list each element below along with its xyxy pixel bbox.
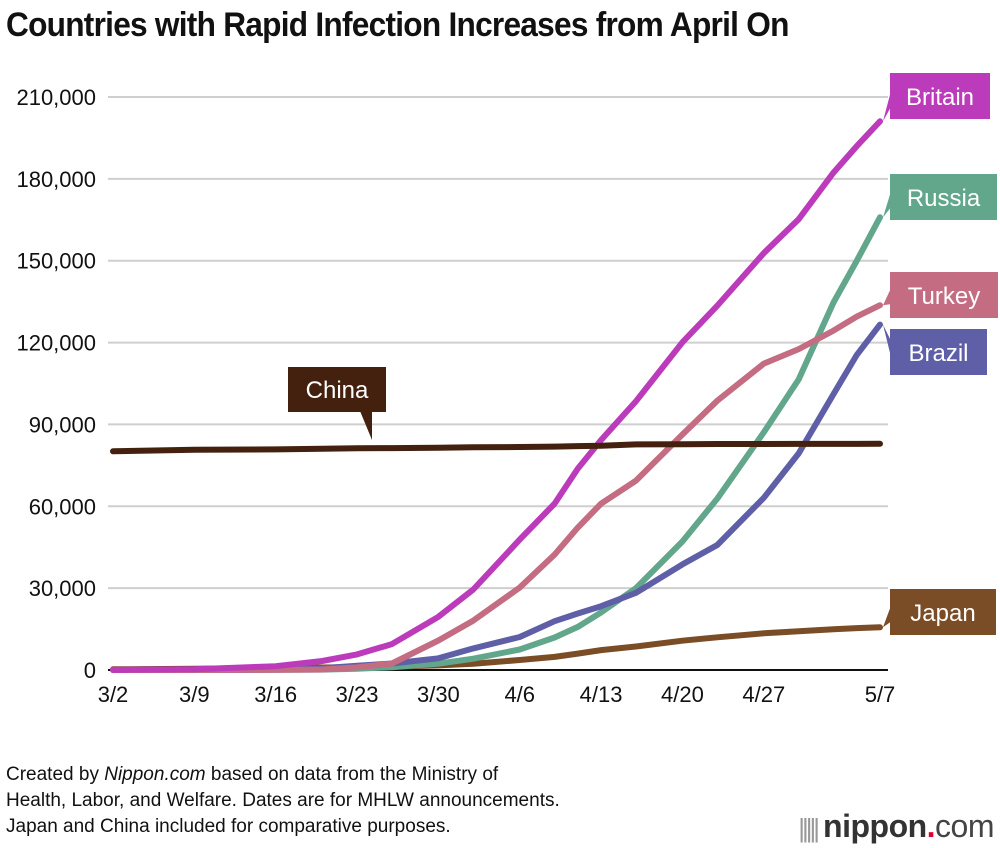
note-text: Japan and China included for comparative… — [6, 816, 451, 837]
label-pointer-japan — [883, 603, 892, 628]
note-source-name: Nippon.com — [104, 764, 206, 785]
note-text: Created by — [6, 764, 105, 785]
series-label-china: China — [306, 377, 369, 404]
x-axis: 3/2 3/9 3/16 3/23 3/30 4/6 4/13 4/20 4/27 5/7 — [98, 682, 896, 707]
line-chart: 0 30,000 60,000 90,000 120,000 150,000 180,000… — [16, 73, 998, 707]
x-tick-label: 4/20 — [661, 682, 704, 707]
x-tick-label: 3/23 — [336, 682, 379, 707]
source-note: Created by Nippon.com based on data from… — [6, 762, 560, 840]
x-tick-label: 3/9 — [179, 682, 210, 707]
label-pointer-britain — [883, 87, 892, 122]
series-line-turkey — [110, 302, 883, 673]
y-tick-label: 30,000 — [29, 576, 96, 601]
label-box-china — [288, 367, 386, 412]
logo-com: com — [935, 808, 994, 844]
x-tick-label: 3/2 — [98, 682, 129, 707]
label-box-turkey — [890, 272, 998, 318]
series-lines — [110, 118, 883, 673]
label-box-japan — [890, 589, 996, 635]
logo-dot: . — [926, 808, 936, 844]
x-tick-label: 4/6 — [504, 682, 535, 707]
label-pointer-china — [360, 411, 372, 440]
logo-name: nippon — [823, 808, 927, 844]
x-tick-label: 3/30 — [417, 682, 460, 707]
label-box-brazil — [890, 329, 987, 375]
series-label-britain: Britain — [906, 84, 974, 111]
series-labels: Britain Russia Turkey Brazil Japan China — [288, 73, 998, 635]
series-line-japan — [110, 624, 883, 673]
y-tick-label: 150,000 — [16, 249, 96, 274]
label-box-britain — [890, 73, 990, 119]
label-pointer-brazil — [883, 324, 892, 361]
x-tick-label: 4/13 — [580, 682, 623, 707]
series-label-turkey: Turkey — [908, 283, 980, 310]
label-pointer-russia — [883, 188, 892, 218]
note-text: based on data from the Ministry of — [205, 764, 499, 785]
label-pointer-turkey — [883, 286, 892, 306]
series-label-brazil: Brazil — [908, 340, 968, 367]
chart-title: Countries with Rapid Infection Increases… — [6, 6, 789, 44]
gridlines — [108, 96, 888, 671]
nippon-logo: ||||| nippon.com — [798, 808, 994, 845]
x-tick-label: 4/27 — [742, 682, 785, 707]
label-box-russia — [890, 174, 997, 220]
x-tick-label: 3/16 — [254, 682, 297, 707]
logo-bars-icon: ||||| — [798, 813, 820, 843]
series-label-russia: Russia — [907, 185, 981, 212]
series-line-brazil — [110, 321, 883, 673]
y-tick-label: 0 — [84, 658, 96, 683]
y-tick-label: 210,000 — [16, 85, 96, 110]
series-label-japan: Japan — [910, 600, 975, 627]
x-tick-label: 5/7 — [865, 682, 896, 707]
y-tick-label: 90,000 — [29, 412, 96, 437]
series-line-china — [110, 440, 883, 455]
y-tick-label: 60,000 — [29, 494, 96, 519]
y-axis: 0 30,000 60,000 90,000 120,000 150,000 180,000… — [16, 85, 96, 683]
series-line-britain — [110, 118, 883, 673]
y-tick-label: 120,000 — [16, 331, 96, 356]
note-text: Health, Labor, and Welfare. Dates are fo… — [6, 790, 560, 811]
y-tick-label: 180,000 — [16, 167, 96, 192]
